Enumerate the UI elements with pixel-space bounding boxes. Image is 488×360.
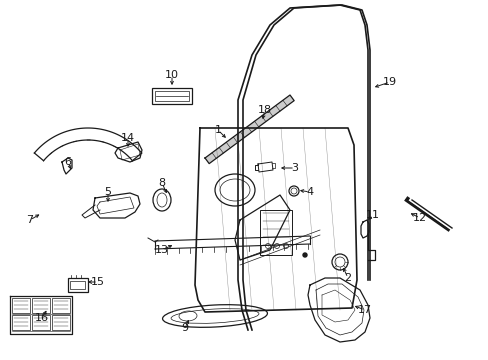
Bar bbox=[152, 88, 192, 104]
Text: 8: 8 bbox=[158, 178, 165, 188]
Text: 7: 7 bbox=[26, 215, 34, 225]
Text: 5: 5 bbox=[104, 187, 111, 197]
Bar bbox=[12, 315, 30, 330]
Text: 1: 1 bbox=[214, 125, 221, 135]
Bar bbox=[32, 315, 50, 330]
Text: 4: 4 bbox=[306, 187, 313, 197]
Circle shape bbox=[303, 253, 306, 257]
Text: 18: 18 bbox=[257, 105, 271, 115]
Text: 9: 9 bbox=[181, 323, 188, 333]
Bar bbox=[70, 281, 85, 289]
Bar bbox=[32, 298, 50, 313]
Bar bbox=[52, 298, 70, 313]
Text: 14: 14 bbox=[121, 133, 135, 143]
Text: 15: 15 bbox=[91, 277, 105, 287]
Text: 3: 3 bbox=[291, 163, 298, 173]
Text: 6: 6 bbox=[64, 157, 71, 167]
Bar bbox=[68, 278, 88, 292]
Text: 12: 12 bbox=[412, 213, 426, 223]
Text: 10: 10 bbox=[164, 70, 179, 80]
Text: 11: 11 bbox=[365, 210, 379, 220]
Text: 16: 16 bbox=[35, 313, 49, 323]
Bar bbox=[12, 298, 30, 313]
Bar bbox=[260, 210, 291, 255]
Text: 19: 19 bbox=[382, 77, 396, 87]
Text: 13: 13 bbox=[155, 245, 169, 255]
Bar bbox=[52, 315, 70, 330]
Polygon shape bbox=[204, 95, 294, 164]
Text: 17: 17 bbox=[357, 305, 371, 315]
Bar bbox=[155, 91, 189, 101]
Text: 2: 2 bbox=[344, 273, 351, 283]
